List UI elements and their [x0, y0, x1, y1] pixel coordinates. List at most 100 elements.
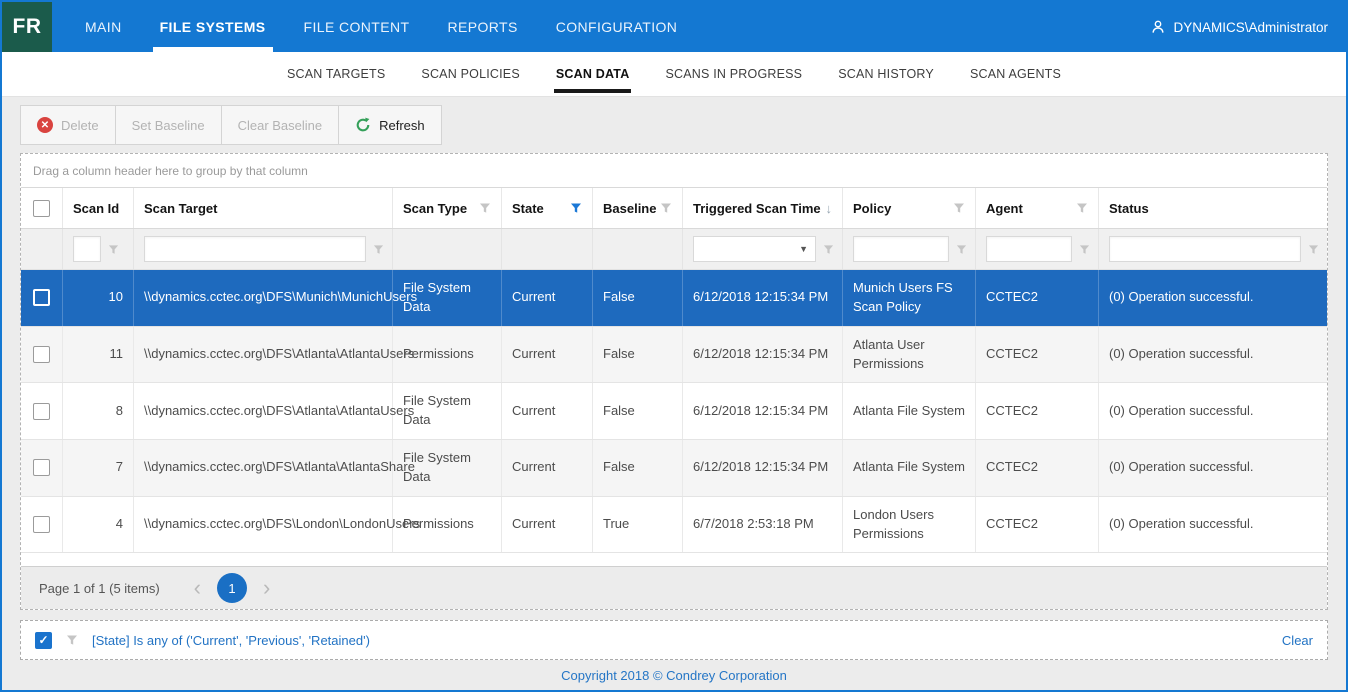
- cell-agent: CCTEC2: [976, 440, 1099, 496]
- app-window: FR MAINFILE SYSTEMSFILE CONTENTREPORTSCO…: [0, 0, 1348, 692]
- filter-cell-policy: [843, 229, 976, 269]
- delete-button[interactable]: ✕ Delete: [21, 106, 116, 144]
- cell-policy: Atlanta User Permissions: [843, 327, 976, 383]
- filter-cell-scan-id: [63, 229, 134, 269]
- grid-header-row: Scan Id Scan Target Scan Type State Base…: [21, 187, 1327, 229]
- cell-state: Current: [502, 327, 593, 383]
- row-checkbox[interactable]: [33, 289, 50, 306]
- delete-icon: ✕: [37, 117, 53, 133]
- cell-agent: CCTEC2: [976, 497, 1099, 553]
- column-header-status[interactable]: Status: [1099, 188, 1327, 228]
- table-row[interactable]: 4\\dynamics.cctec.org\DFS\London\LondonU…: [21, 497, 1327, 554]
- cell-status: (0) Operation successful.: [1099, 270, 1327, 326]
- filter-cell-state: [502, 229, 593, 269]
- filter-icon[interactable]: [1308, 244, 1319, 255]
- column-header-scan-id[interactable]: Scan Id: [63, 188, 134, 228]
- active-filter-text[interactable]: [State] Is any of ('Current', 'Previous'…: [92, 633, 370, 648]
- next-page-button[interactable]: ›: [257, 577, 276, 599]
- column-header-agent[interactable]: Agent: [976, 188, 1099, 228]
- cell-triggered-scan-time: 6/12/2018 12:15:34 PM: [683, 270, 843, 326]
- nav-item-reports[interactable]: REPORTS: [428, 2, 536, 52]
- table-row[interactable]: 11\\dynamics.cctec.org\DFS\Atlanta\Atlan…: [21, 327, 1327, 384]
- column-header-triggered-scan-time[interactable]: Triggered Scan Time ↓: [683, 188, 843, 228]
- clear-baseline-button[interactable]: Clear Baseline: [222, 106, 340, 144]
- table-row[interactable]: 7\\dynamics.cctec.org\DFS\Atlanta\Atlant…: [21, 440, 1327, 497]
- row-checkbox-cell: [21, 270, 63, 326]
- filter-icon-active[interactable]: [570, 202, 582, 214]
- column-header-scan-target[interactable]: Scan Target: [134, 188, 393, 228]
- table-row[interactable]: 10\\dynamics.cctec.org\DFS\Munich\Munich…: [21, 270, 1327, 327]
- grid-empty-area: [21, 553, 1327, 566]
- cell-scan-type: File System Data: [393, 270, 502, 326]
- app-logo[interactable]: FR: [2, 2, 52, 52]
- cell-triggered-scan-time: 6/12/2018 12:15:34 PM: [683, 440, 843, 496]
- tab-scan-agents[interactable]: SCAN AGENTS: [954, 52, 1077, 96]
- row-checkbox-cell: [21, 497, 63, 553]
- column-header-state[interactable]: State: [502, 188, 593, 228]
- agent-filter-input[interactable]: [986, 236, 1072, 262]
- cell-status: (0) Operation successful.: [1099, 497, 1327, 553]
- column-header-scan-type[interactable]: Scan Type: [393, 188, 502, 228]
- group-by-panel[interactable]: Drag a column header here to group by th…: [21, 154, 1327, 187]
- nav-item-file-content[interactable]: FILE CONTENT: [285, 2, 429, 52]
- filter-icon[interactable]: [108, 244, 119, 255]
- cell-scan-type: Permissions: [393, 497, 502, 553]
- tab-scan-policies[interactable]: SCAN POLICIES: [405, 52, 535, 96]
- filter-icon[interactable]: [373, 244, 384, 255]
- tab-scans-in-progress[interactable]: SCANS IN PROGRESS: [649, 52, 818, 96]
- cell-state: Current: [502, 497, 593, 553]
- cell-scan-target: \\dynamics.cctec.org\DFS\Munich\MunichUs…: [134, 270, 393, 326]
- sub-nav: SCAN TARGETSSCAN POLICIESSCAN DATASCANS …: [2, 52, 1346, 97]
- status-filter-input[interactable]: [1109, 236, 1301, 262]
- prev-page-button[interactable]: ‹: [188, 577, 207, 599]
- column-header-baseline[interactable]: Baseline: [593, 188, 683, 228]
- page-1-button[interactable]: 1: [217, 573, 247, 603]
- nav-item-configuration[interactable]: CONFIGURATION: [537, 2, 697, 52]
- filter-cell-status: [1099, 229, 1327, 269]
- triggered-scan-time-filter-dropdown[interactable]: ▼: [693, 236, 816, 262]
- policy-filter-input[interactable]: [853, 236, 949, 262]
- row-checkbox-cell: [21, 327, 63, 383]
- row-checkbox[interactable]: [33, 403, 50, 420]
- tab-scan-targets[interactable]: SCAN TARGETS: [271, 52, 401, 96]
- row-checkbox[interactable]: [33, 346, 50, 363]
- set-baseline-button[interactable]: Set Baseline: [116, 106, 222, 144]
- tab-scan-data[interactable]: SCAN DATA: [540, 52, 646, 96]
- table-row[interactable]: 8\\dynamics.cctec.org\DFS\Atlanta\Atlant…: [21, 383, 1327, 440]
- tab-scan-history[interactable]: SCAN HISTORY: [822, 52, 950, 96]
- clear-filter-link[interactable]: Clear: [1282, 633, 1313, 648]
- cell-scan-type: Permissions: [393, 327, 502, 383]
- column-header-policy[interactable]: Policy: [843, 188, 976, 228]
- refresh-button[interactable]: Refresh: [339, 106, 441, 144]
- toolbar-button-group: ✕ Delete Set Baseline Clear Baseline: [20, 105, 442, 145]
- filter-icon[interactable]: [956, 244, 967, 255]
- scan-target-filter-input[interactable]: [144, 236, 366, 262]
- cell-scan-target: \\dynamics.cctec.org\DFS\London\LondonUs…: [134, 497, 393, 553]
- scan-id-filter-input[interactable]: [73, 236, 101, 262]
- cell-scan-id: 8: [63, 383, 134, 439]
- table-body: 10\\dynamics.cctec.org\DFS\Munich\Munich…: [21, 270, 1327, 553]
- cell-policy: Atlanta File System: [843, 440, 976, 496]
- filter-icon[interactable]: [660, 202, 672, 214]
- nav-item-main[interactable]: MAIN: [66, 2, 141, 52]
- cell-baseline: False: [593, 383, 683, 439]
- filter-icon[interactable]: [1076, 202, 1088, 214]
- user-menu[interactable]: DYNAMICS\Administrator: [1150, 2, 1328, 52]
- filter-icon[interactable]: [953, 202, 965, 214]
- toolbar: ✕ Delete Set Baseline Clear Baseline: [20, 105, 1328, 145]
- filter-icon[interactable]: [479, 202, 491, 214]
- top-nav-bar: FR MAINFILE SYSTEMSFILE CONTENTREPORTSCO…: [2, 2, 1346, 52]
- row-checkbox[interactable]: [33, 516, 50, 533]
- filter-icon[interactable]: [1079, 244, 1090, 255]
- filter-icon: [66, 634, 78, 646]
- user-icon: [1150, 19, 1166, 35]
- filter-icon[interactable]: [823, 244, 834, 255]
- cell-scan-id: 4: [63, 497, 134, 553]
- cell-agent: CCTEC2: [976, 327, 1099, 383]
- select-all-checkbox[interactable]: [33, 200, 50, 217]
- cell-baseline: False: [593, 270, 683, 326]
- nav-item-file-systems[interactable]: FILE SYSTEMS: [141, 2, 285, 52]
- row-checkbox[interactable]: [33, 459, 50, 476]
- user-name: DYNAMICS\Administrator: [1173, 20, 1328, 35]
- filter-enabled-checkbox[interactable]: ✓: [35, 632, 52, 649]
